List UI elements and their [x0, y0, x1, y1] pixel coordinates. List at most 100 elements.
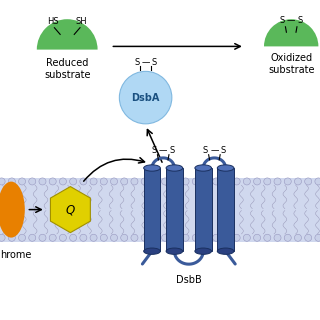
Wedge shape — [37, 19, 98, 50]
Circle shape — [305, 178, 312, 185]
Circle shape — [19, 178, 26, 185]
Ellipse shape — [144, 165, 160, 171]
Circle shape — [213, 178, 220, 185]
Text: S: S — [170, 146, 175, 156]
Circle shape — [90, 234, 97, 241]
Text: hrome: hrome — [0, 251, 31, 260]
Circle shape — [141, 234, 148, 241]
Circle shape — [233, 178, 240, 185]
Circle shape — [253, 178, 260, 185]
Circle shape — [182, 234, 189, 241]
Circle shape — [80, 234, 87, 241]
Text: S: S — [203, 146, 208, 156]
Ellipse shape — [195, 165, 212, 171]
Circle shape — [192, 234, 199, 241]
Ellipse shape — [144, 248, 160, 254]
Ellipse shape — [166, 248, 183, 254]
Circle shape — [223, 178, 230, 185]
Circle shape — [294, 234, 301, 241]
Text: S: S — [280, 16, 285, 25]
Text: SH: SH — [76, 17, 87, 26]
Circle shape — [100, 234, 107, 241]
Circle shape — [39, 234, 46, 241]
Circle shape — [121, 178, 128, 185]
Text: —: — — [141, 58, 150, 67]
Circle shape — [274, 178, 281, 185]
Circle shape — [305, 234, 312, 241]
Circle shape — [60, 178, 67, 185]
Circle shape — [182, 178, 189, 185]
Circle shape — [223, 234, 230, 241]
Circle shape — [0, 234, 5, 241]
Circle shape — [203, 178, 210, 185]
Bar — [217, 168, 234, 251]
Circle shape — [110, 234, 117, 241]
Circle shape — [70, 178, 77, 185]
Text: —: — — [159, 146, 167, 156]
Circle shape — [60, 234, 67, 241]
Circle shape — [90, 178, 97, 185]
Text: —: — — [287, 16, 295, 25]
Circle shape — [192, 178, 199, 185]
Circle shape — [29, 178, 36, 185]
Text: S: S — [134, 58, 139, 67]
Circle shape — [100, 178, 107, 185]
Circle shape — [243, 234, 250, 241]
Text: —: — — [210, 146, 219, 156]
Circle shape — [0, 178, 5, 185]
Circle shape — [80, 178, 87, 185]
Polygon shape — [51, 187, 90, 233]
Circle shape — [294, 178, 301, 185]
Circle shape — [49, 178, 56, 185]
Text: HS: HS — [47, 17, 59, 26]
Circle shape — [119, 71, 172, 124]
Text: S: S — [221, 146, 226, 156]
Text: DsbA: DsbA — [132, 92, 160, 103]
Ellipse shape — [195, 248, 212, 254]
Circle shape — [172, 234, 179, 241]
Circle shape — [233, 234, 240, 241]
Ellipse shape — [0, 182, 25, 237]
Text: Reduced
substrate: Reduced substrate — [44, 58, 91, 80]
Circle shape — [243, 178, 250, 185]
Circle shape — [121, 234, 128, 241]
Text: Q: Q — [66, 203, 75, 216]
Circle shape — [203, 234, 210, 241]
Bar — [144, 168, 160, 251]
Circle shape — [29, 234, 36, 241]
Text: DsbB: DsbB — [176, 275, 202, 285]
Ellipse shape — [217, 165, 234, 171]
Circle shape — [151, 234, 158, 241]
Circle shape — [284, 234, 291, 241]
Circle shape — [49, 234, 56, 241]
Bar — [195, 168, 212, 251]
Circle shape — [284, 178, 291, 185]
Bar — [166, 168, 183, 251]
Circle shape — [264, 234, 271, 241]
Circle shape — [315, 178, 320, 185]
Circle shape — [131, 234, 138, 241]
Circle shape — [162, 234, 169, 241]
Text: Oxidized
substrate: Oxidized substrate — [268, 53, 315, 75]
Circle shape — [315, 234, 320, 241]
Circle shape — [39, 178, 46, 185]
Ellipse shape — [217, 248, 234, 254]
Text: S: S — [298, 16, 303, 25]
Circle shape — [151, 178, 158, 185]
Wedge shape — [264, 19, 318, 46]
Circle shape — [162, 178, 169, 185]
Circle shape — [110, 178, 117, 185]
Circle shape — [213, 234, 220, 241]
Circle shape — [264, 178, 271, 185]
Circle shape — [8, 234, 15, 241]
Circle shape — [274, 234, 281, 241]
Circle shape — [8, 178, 15, 185]
Circle shape — [70, 234, 77, 241]
Circle shape — [141, 178, 148, 185]
Circle shape — [172, 178, 179, 185]
Bar — [0, 178, 320, 242]
Circle shape — [131, 178, 138, 185]
Text: S: S — [152, 58, 157, 67]
Circle shape — [253, 234, 260, 241]
Ellipse shape — [166, 165, 183, 171]
